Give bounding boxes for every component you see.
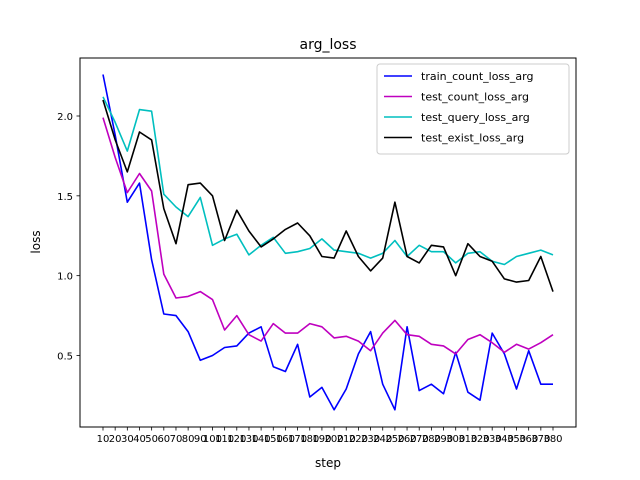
legend-label: test_query_loss_arg: [421, 111, 530, 124]
legend-label: test_count_loss_arg: [421, 91, 529, 104]
x-tick-label: 100: [203, 434, 222, 445]
x-tick-label: 160: [276, 434, 295, 445]
x-tick-label: 170: [288, 434, 307, 445]
x-tick-label: 150: [264, 434, 283, 445]
x-tick-label: 250: [385, 434, 404, 445]
x-tick-label: 80: [182, 434, 195, 445]
x-tick-label: 110: [215, 434, 234, 445]
x-tick-label: 190: [312, 434, 331, 445]
x-tick-label: 230: [361, 434, 380, 445]
x-tick-label: 280: [422, 434, 441, 445]
x-tick-label: 70: [170, 434, 183, 445]
x-tick-label: 370: [531, 434, 550, 445]
x-tick-label: 10: [97, 434, 110, 445]
x-tick-label: 120: [227, 434, 246, 445]
x-tick-label: 320: [470, 434, 489, 445]
x-tick-label: 20: [109, 434, 122, 445]
x-tick-label: 330: [483, 434, 502, 445]
x-tick-label: 380: [543, 434, 562, 445]
x-tick-label: 60: [157, 434, 170, 445]
series-line-test-query-loss-arg: [102, 96, 554, 266]
legend-label: train_count_loss_arg: [421, 70, 533, 83]
y-tick-label: 0.5: [57, 352, 73, 363]
x-tick-label: 310: [458, 434, 477, 445]
x-tick-label: 290: [434, 434, 453, 445]
x-tick-label: 220: [349, 434, 368, 445]
series-line-train-count-loss-arg: [102, 74, 553, 411]
x-tick-label: 270: [410, 434, 429, 445]
x-tick-label: 130: [239, 434, 258, 445]
legend-box: [376, 63, 570, 155]
x-tick-label: 350: [507, 434, 526, 445]
y-axis: 0.5 1.0 1.5 2.0: [57, 112, 80, 363]
x-tick-label: 240: [373, 434, 392, 445]
series-line-test-exist-loss-arg: [102, 99, 554, 292]
x-tick-label: 140: [252, 434, 271, 445]
y-tick-label: 1.5: [57, 192, 73, 203]
x-axis: 10 20 30 40 50 60 70 80 901001101201301401501601…: [97, 427, 563, 445]
x-tick-label: 340: [495, 434, 514, 445]
legend: train_count_loss_arg test_count_loss_argt…: [376, 63, 570, 155]
x-tick-label: 360: [519, 434, 538, 445]
series-layer: [102, 74, 554, 411]
x-tick-label: 40: [133, 434, 146, 445]
x-tick-label: 300: [446, 434, 465, 445]
chart-title: arg_loss: [299, 37, 356, 53]
x-tick-label: 210: [337, 434, 356, 445]
x-tick-label: 90: [194, 434, 207, 445]
x-tick-label: 180: [300, 434, 319, 445]
x-tick-label: 50: [145, 434, 158, 445]
series-line-test-count-loss-arg: [102, 117, 554, 355]
legend-label: test_exist_loss_arg: [421, 132, 524, 145]
y-axis-label: loss: [29, 230, 43, 253]
x-tick-label: 200: [325, 434, 344, 445]
plot-frame: [79, 57, 577, 428]
y-tick-label: 1.0: [57, 272, 73, 283]
x-tick-label: 30: [121, 434, 134, 445]
x-axis-label: step: [315, 456, 341, 470]
y-tick-label: 2.0: [57, 112, 73, 123]
x-tick-label: 260: [398, 434, 417, 445]
